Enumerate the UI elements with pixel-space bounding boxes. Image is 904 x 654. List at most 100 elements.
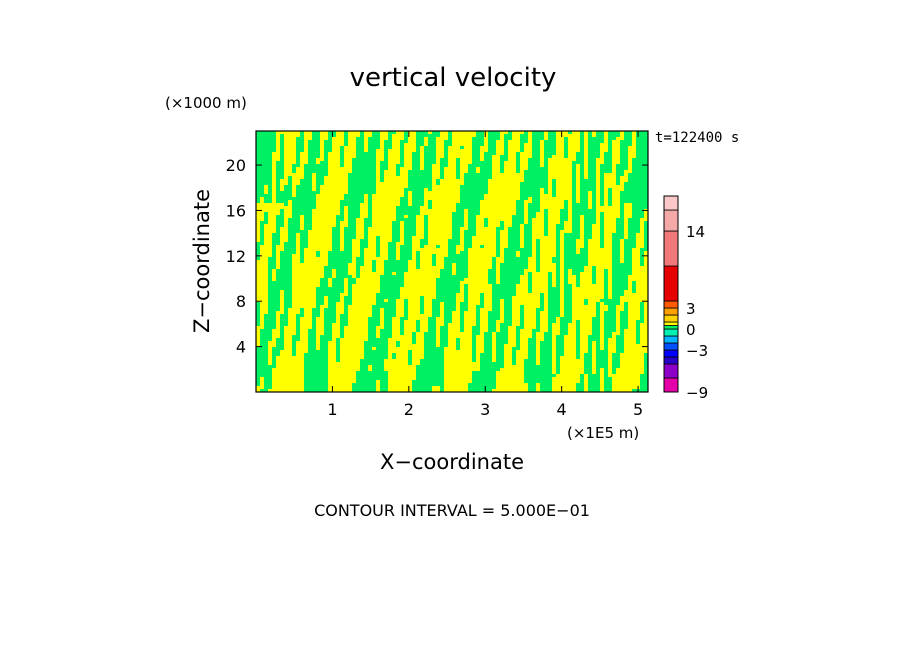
field-cell: [476, 158, 480, 161]
field-cell: [488, 161, 492, 164]
field-cell: [412, 386, 416, 389]
field-cell: [548, 308, 552, 311]
field-cell: [640, 161, 644, 164]
field-cell: [432, 158, 436, 161]
field-cell: [464, 296, 468, 299]
field-cell: [596, 356, 600, 359]
field-cell: [608, 329, 612, 332]
field-cell: [464, 233, 468, 236]
field-cell: [388, 332, 392, 335]
field-cell: [608, 167, 612, 170]
field-cell: [628, 131, 632, 134]
field-cell: [536, 257, 540, 260]
field-cell: [316, 146, 320, 149]
field-cell: [264, 371, 268, 374]
field-cell: [388, 131, 392, 134]
field-cell: [268, 137, 272, 140]
field-cell: [264, 215, 268, 218]
field-cell: [460, 146, 464, 149]
field-cell: [468, 203, 472, 206]
field-cell: [372, 140, 376, 143]
field-cell: [388, 320, 392, 323]
field-cell: [608, 191, 612, 194]
field-cell: [296, 329, 300, 332]
field-cell: [332, 263, 336, 266]
field-cell: [604, 377, 608, 380]
field-cell: [408, 248, 412, 251]
field-cell: [516, 170, 520, 173]
field-cell: [316, 152, 320, 155]
field-cell: [496, 362, 500, 365]
field-cell: [464, 203, 468, 206]
field-cell: [520, 326, 524, 329]
field-cell: [356, 137, 360, 140]
field-cell: [540, 293, 544, 296]
field-cell: [276, 182, 280, 185]
field-cell: [276, 167, 280, 170]
field-cell: [464, 173, 468, 176]
field-cell: [612, 275, 616, 278]
field-cell: [384, 323, 388, 326]
field-cell: [492, 263, 496, 266]
field-cell: [352, 164, 356, 167]
field-cell: [276, 230, 280, 233]
field-cell: [516, 209, 520, 212]
field-cell: [396, 212, 400, 215]
field-cell: [600, 224, 604, 227]
field-cell: [600, 353, 604, 356]
field-cell: [260, 350, 264, 353]
field-cell: [588, 365, 592, 368]
field-cell: [496, 233, 500, 236]
field-cell: [272, 254, 276, 257]
field-cell: [440, 347, 444, 350]
field-cell: [584, 191, 588, 194]
field-cell: [516, 236, 520, 239]
field-cell: [264, 218, 268, 221]
field-cell: [308, 179, 312, 182]
field-cell: [624, 254, 628, 257]
field-cell: [644, 377, 648, 380]
field-cell: [284, 281, 288, 284]
plot-frame: [255, 130, 649, 393]
field-cell: [368, 389, 372, 392]
field-cell: [336, 239, 340, 242]
field-cell: [516, 245, 520, 248]
field-cell: [296, 188, 300, 191]
field-cell: [472, 227, 476, 230]
field-cell: [496, 290, 500, 293]
field-cell: [340, 272, 344, 275]
field-cell: [280, 152, 284, 155]
field-cell: [624, 161, 628, 164]
field-cell: [316, 170, 320, 173]
field-cell: [596, 386, 600, 389]
field-cell: [260, 140, 264, 143]
field-cell: [316, 176, 320, 179]
field-cell: [452, 248, 456, 251]
field-cell: [460, 254, 464, 257]
field-cell: [372, 326, 376, 329]
field-cell: [352, 212, 356, 215]
field-cell: [320, 383, 324, 386]
field-cell: [532, 152, 536, 155]
field-cell: [412, 218, 416, 221]
field-cell: [624, 314, 628, 317]
field-cell: [416, 386, 420, 389]
field-cell: [484, 158, 488, 161]
field-cell: [464, 236, 468, 239]
field-cell: [264, 347, 268, 350]
field-cell: [628, 182, 632, 185]
field-cell: [336, 224, 340, 227]
field-cell: [584, 242, 588, 245]
field-cell: [636, 230, 640, 233]
field-cell: [380, 362, 384, 365]
field-cell: [524, 179, 528, 182]
field-cell: [308, 338, 312, 341]
field-cell: [492, 269, 496, 272]
field-cell: [516, 221, 520, 224]
field-cell: [296, 197, 300, 200]
field-cell: [424, 383, 428, 386]
field-cell: [564, 323, 568, 326]
field-cell: [616, 224, 620, 227]
field-cell: [312, 383, 316, 386]
field-cell: [424, 167, 428, 170]
